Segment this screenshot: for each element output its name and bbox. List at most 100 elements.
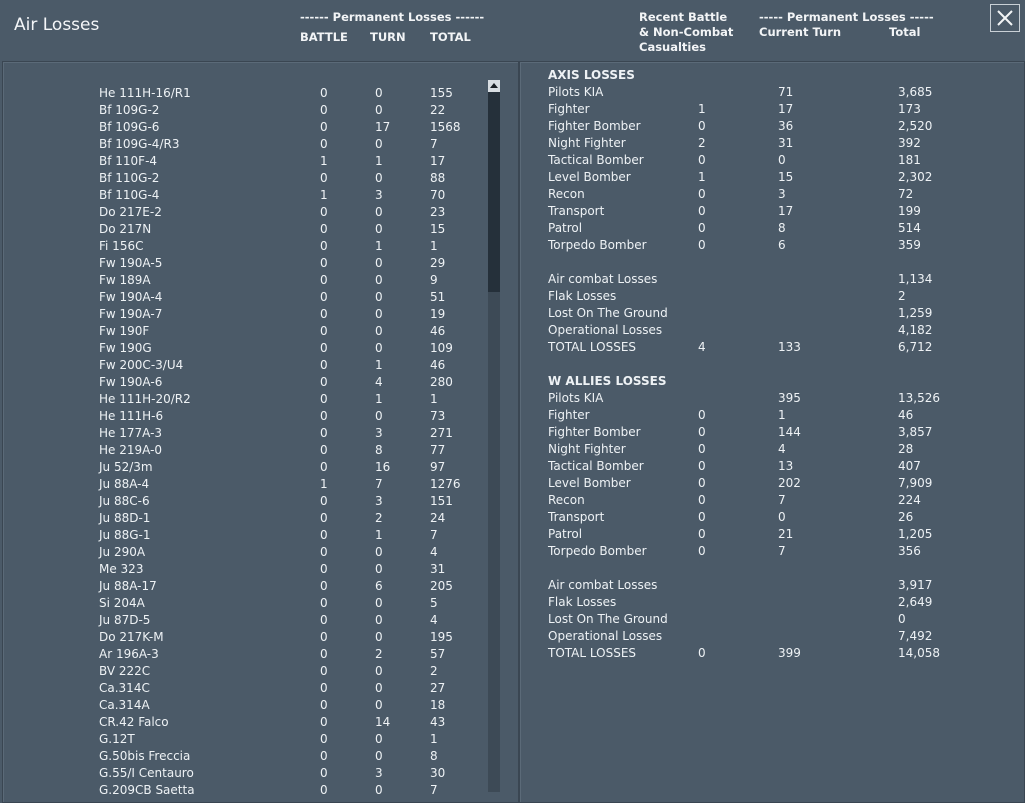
category-label: Pilots KIA xyxy=(548,85,604,99)
turn-value: 0 xyxy=(375,783,383,797)
total-value: 109 xyxy=(430,341,453,355)
axis-rows-row: Tactical Bomber 0 0 181 xyxy=(0,152,1020,169)
aircraft-name: Ar 196A-3 xyxy=(99,647,159,661)
battle-value: 0 xyxy=(320,103,328,117)
aircraft-row: G.55/I Centauro 0 3 30 xyxy=(0,765,488,782)
turn-value: 8 xyxy=(375,443,383,457)
recent-value: 0 xyxy=(698,221,706,235)
total-value: 31 xyxy=(430,562,446,576)
turn-value: 3 xyxy=(375,494,383,508)
axis-rows-row: Night Fighter 2 31 392 xyxy=(0,135,1020,152)
category-label: Fighter xyxy=(548,408,590,422)
category-label: Air combat Losses xyxy=(548,272,658,286)
battle-value: 0 xyxy=(320,664,328,678)
current-turn-value: 7 xyxy=(778,493,786,507)
total-value: 199 xyxy=(898,204,921,218)
total-value: 1568 xyxy=(430,120,461,134)
aircraft-name: Do 217E-2 xyxy=(99,205,162,219)
total-value: 51 xyxy=(430,290,446,304)
close-button[interactable] xyxy=(990,4,1020,32)
axis-losses-title: AXIS LOSSES xyxy=(548,68,635,82)
turn-value: 1 xyxy=(375,528,383,542)
aircraft-name: G.12T xyxy=(99,732,135,746)
current-turn-value: 6 xyxy=(778,238,786,252)
aircraft-name: G.55/I Centauro xyxy=(99,766,194,780)
aircraft-name: He 111H-16/R1 xyxy=(99,86,191,100)
total-value: 7 xyxy=(430,783,438,797)
battle-value: 0 xyxy=(320,715,328,729)
battle-value: 0 xyxy=(320,324,328,338)
total-value: 88 xyxy=(430,171,446,185)
aircraft-name: Bf 109G-4/R3 xyxy=(99,137,180,151)
total-value: 1,205 xyxy=(898,527,933,541)
allies-rows-row: Torpedo Bomber 0 7 356 xyxy=(0,543,1020,560)
category-label: Pilots KIA xyxy=(548,391,604,405)
aircraft-row: He 219A-0 0 8 77 xyxy=(0,442,488,459)
current-turn-value: 8 xyxy=(778,221,786,235)
axis-rows-row: Fighter 1 17 173 xyxy=(0,101,1020,118)
total-value: 2,520 xyxy=(898,119,933,133)
battle-value: 0 xyxy=(320,375,328,389)
battle-value: 0 xyxy=(320,732,328,746)
turn-column-header: TURN xyxy=(370,30,406,44)
aircraft-name: Fw 190A-5 xyxy=(99,256,163,270)
battle-value: 0 xyxy=(320,545,328,559)
turn-value: 0 xyxy=(375,749,383,763)
total-value: 17 xyxy=(430,154,446,168)
turn-value: 7 xyxy=(375,477,383,491)
aircraft-row: Bf 110G-4 1 3 70 xyxy=(0,187,488,204)
total-value: 514 xyxy=(898,221,921,235)
total-value: 24 xyxy=(430,511,446,525)
turn-value: 0 xyxy=(375,273,383,287)
recent-value: 0 xyxy=(698,527,706,541)
category-label: Night Fighter xyxy=(548,442,626,456)
aircraft-row: CR.42 Falco 0 14 43 xyxy=(0,714,488,731)
total-value: 1,134 xyxy=(898,272,933,286)
battle-value: 0 xyxy=(320,596,328,610)
scroll-thumb-track[interactable] xyxy=(488,92,500,292)
total-value: 77 xyxy=(430,443,446,457)
aircraft-list-scrollbar[interactable] xyxy=(488,80,500,792)
current-turn-value: 13 xyxy=(778,459,794,473)
total-value: 2 xyxy=(430,664,438,678)
recent-battle-header-line1: Recent Battle xyxy=(639,10,728,24)
battle-value: 0 xyxy=(320,630,328,644)
turn-value: 0 xyxy=(375,664,383,678)
current-turn-value: 0 xyxy=(778,510,786,524)
total-value: 18 xyxy=(430,698,446,712)
axis-rows-row: Pilots KIA 71 3,685 xyxy=(0,84,1020,101)
aircraft-row: Bf 110F-4 1 1 17 xyxy=(0,153,488,170)
turn-value: 0 xyxy=(375,256,383,270)
current-turn-value: 71 xyxy=(778,85,794,99)
total-value: 29 xyxy=(430,256,446,270)
current-turn-value: 31 xyxy=(778,136,794,150)
allies-summary-row: Air combat Losses 3,917 xyxy=(0,577,1020,594)
turn-value: 0 xyxy=(375,545,383,559)
total-value: 72 xyxy=(898,187,914,201)
aircraft-row: Ju 52/3m 0 16 97 xyxy=(0,459,488,476)
battle-value: 0 xyxy=(320,409,328,423)
turn-value: 0 xyxy=(375,205,383,219)
current-turn-value: 0 xyxy=(778,153,786,167)
battle-value: 0 xyxy=(320,239,328,253)
aircraft-row: Do 217K-M 0 0 195 xyxy=(0,629,488,646)
total-value: 23 xyxy=(430,205,446,219)
aircraft-row: Me 323 0 0 31 xyxy=(0,561,488,578)
aircraft-name: Fw 200C-3/U4 xyxy=(99,358,184,372)
turn-value: 3 xyxy=(375,426,383,440)
battle-value: 0 xyxy=(320,222,328,236)
recent-value: 0 xyxy=(698,204,706,218)
scroll-up-arrow-icon[interactable] xyxy=(488,80,500,92)
axis-rows-row: Torpedo Bomber 0 6 359 xyxy=(0,237,1020,254)
turn-value: 0 xyxy=(375,409,383,423)
total-value: 173 xyxy=(898,102,921,116)
axis-rows-row: Level Bomber 1 15 2,302 xyxy=(0,169,1020,186)
turn-value: 0 xyxy=(375,307,383,321)
turn-value: 1 xyxy=(375,358,383,372)
turn-value: 0 xyxy=(375,630,383,644)
category-label: Patrol xyxy=(548,221,583,235)
total-value: 6,712 xyxy=(898,340,933,354)
allies-rows-row: Transport 0 0 26 xyxy=(0,509,1020,526)
aircraft-name: Ju 52/3m xyxy=(99,460,153,474)
battle-value: 0 xyxy=(320,171,328,185)
